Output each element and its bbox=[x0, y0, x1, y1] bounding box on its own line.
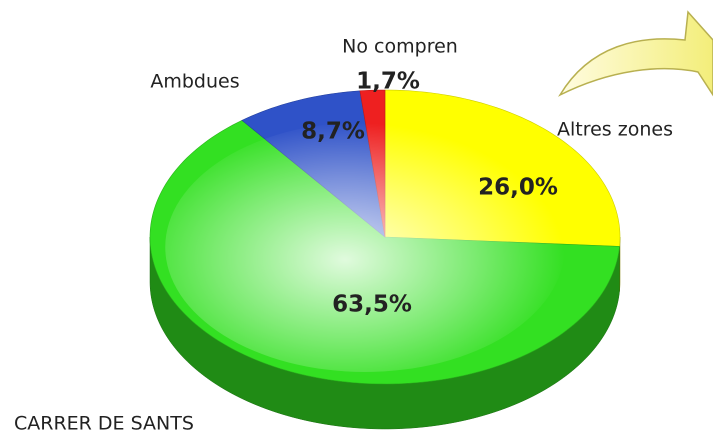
data-label: 1,7% bbox=[356, 69, 420, 95]
category-label: No compren bbox=[342, 36, 458, 58]
chart-title: CARRER DE SANTS bbox=[14, 413, 194, 435]
arrow-decoration bbox=[558, 10, 713, 97]
data-label: 8,7% bbox=[301, 119, 365, 145]
category-label: Ambdues bbox=[150, 71, 239, 93]
pie bbox=[149, 89, 621, 430]
category-label: Altres zones bbox=[557, 119, 673, 141]
pie-slice bbox=[384, 89, 621, 247]
data-label: 26,0% bbox=[478, 175, 558, 201]
data-label: 63,5% bbox=[332, 292, 412, 318]
